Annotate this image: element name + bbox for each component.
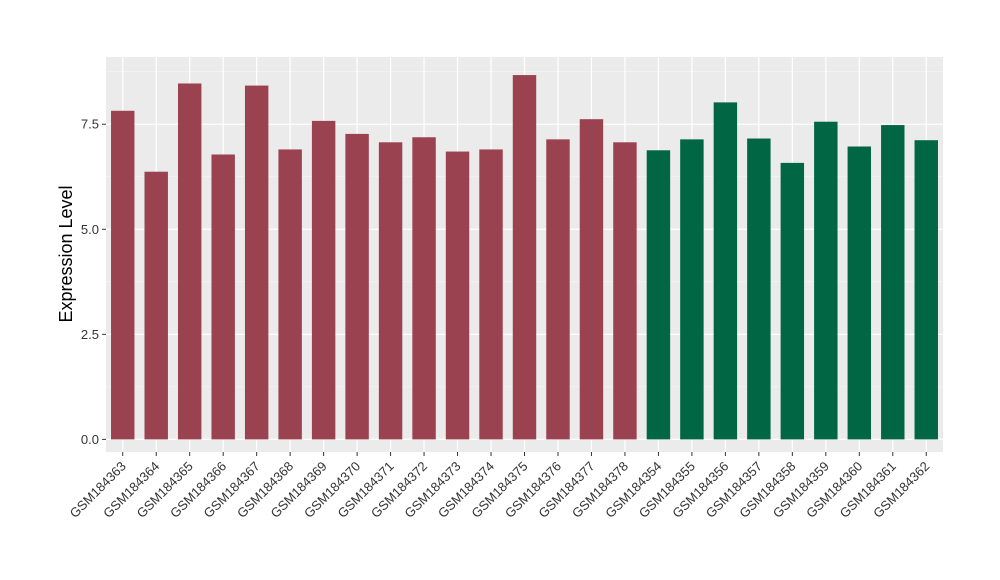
bar-GSM184365 xyxy=(177,83,202,440)
bar-GSM184374 xyxy=(479,149,503,440)
y-axis-ticks: 0.0 2.5 5.0 7.5 xyxy=(81,117,106,447)
bars xyxy=(111,75,938,440)
bar-GSM184376 xyxy=(546,139,570,440)
y-tick-label: 5.0 xyxy=(81,222,99,237)
bar-GSM184359 xyxy=(814,121,838,440)
bar-GSM184367 xyxy=(244,85,269,440)
bar-GSM184358 xyxy=(780,162,805,440)
bar-GSM184355 xyxy=(680,139,704,440)
y-tick-label: 0.0 xyxy=(81,432,99,447)
bar-GSM184366 xyxy=(211,154,235,440)
bar-GSM184360 xyxy=(847,146,872,440)
bar-GSM184377 xyxy=(579,119,604,440)
bar-GSM184378 xyxy=(613,142,637,440)
y-tick-label: 7.5 xyxy=(81,117,99,132)
bar-GSM184364 xyxy=(144,171,168,440)
bar-GSM184375 xyxy=(512,75,537,440)
y-axis-label: Expression Level xyxy=(56,185,76,322)
bar-GSM184370 xyxy=(345,133,369,440)
bar-GSM184371 xyxy=(378,142,403,440)
x-axis-ticks: GSM184363GSM184364GSM184365GSM184366GSM1… xyxy=(67,452,932,521)
bar-GSM184357 xyxy=(747,138,771,440)
bar-GSM184354 xyxy=(646,150,671,440)
bar-GSM184363 xyxy=(111,110,135,440)
bar-GSM184369 xyxy=(311,120,336,440)
bar-GSM184362 xyxy=(914,140,938,440)
bar-GSM184368 xyxy=(278,149,302,440)
bar-GSM184356 xyxy=(713,102,738,440)
y-tick-label: 2.5 xyxy=(81,327,99,342)
bar-GSM184373 xyxy=(445,151,470,440)
bar-GSM184372 xyxy=(412,137,436,440)
bar-GSM184361 xyxy=(881,125,905,440)
